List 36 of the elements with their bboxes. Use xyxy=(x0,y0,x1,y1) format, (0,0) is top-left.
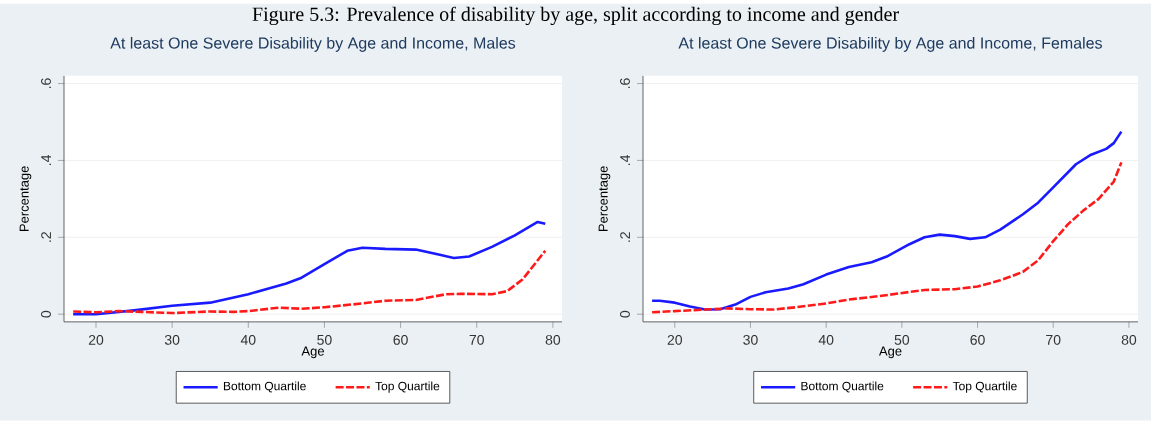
x-tick-label: 20 xyxy=(88,335,104,345)
x-tick-label: 40 xyxy=(818,335,834,345)
legend-label: Top Quartile xyxy=(375,381,440,393)
x-tick-label: 60 xyxy=(393,335,408,345)
y-tick-label: .4 xyxy=(41,155,51,166)
chart-title: At least One Severe Disability by Age and Income, Males xyxy=(110,37,516,52)
x-tick-label: 80 xyxy=(1121,335,1137,345)
x-tick-label: 60 xyxy=(970,335,985,345)
y-tick-label: .2 xyxy=(41,232,51,242)
x-tick-label: 70 xyxy=(469,335,484,345)
y-tick-label: .4 xyxy=(620,155,630,166)
y-axis-title: Percentage xyxy=(598,166,611,232)
x-tick-label: 30 xyxy=(164,335,180,345)
x-axis-title: Age xyxy=(878,346,902,359)
x-axis-title: Age xyxy=(301,346,324,359)
x-tick-label: 50 xyxy=(317,335,332,345)
chart-title: At least One Severe Disability by Age and Income, Females xyxy=(678,37,1102,52)
line-series xyxy=(71,220,547,316)
x-tick-label: 80 xyxy=(545,335,561,345)
y-tick-label: .6 xyxy=(41,78,51,89)
x-tick-label: 70 xyxy=(1046,335,1061,345)
caption: Figure 5.3: Prevalence of disability by age, split according to income and gender xyxy=(252,6,899,26)
y-tick-label: .6 xyxy=(620,78,630,89)
y-tick-label: .2 xyxy=(620,232,630,242)
legend-label: Top Quartile xyxy=(952,381,1017,393)
line-series xyxy=(650,130,1123,311)
x-tick-label: 50 xyxy=(894,335,910,345)
y-tick-label: 0 xyxy=(620,310,630,318)
x-tick-label: 40 xyxy=(240,335,256,345)
x-tick-label: 20 xyxy=(667,335,683,345)
legend-label: Bottom Quartile xyxy=(801,381,884,393)
y-tick-label: 0 xyxy=(41,310,51,318)
x-tick-label: 30 xyxy=(743,335,758,345)
line-series xyxy=(71,249,547,315)
legend-label: Bottom Quartile xyxy=(223,381,306,393)
y-axis-title: Percentage xyxy=(19,166,32,232)
